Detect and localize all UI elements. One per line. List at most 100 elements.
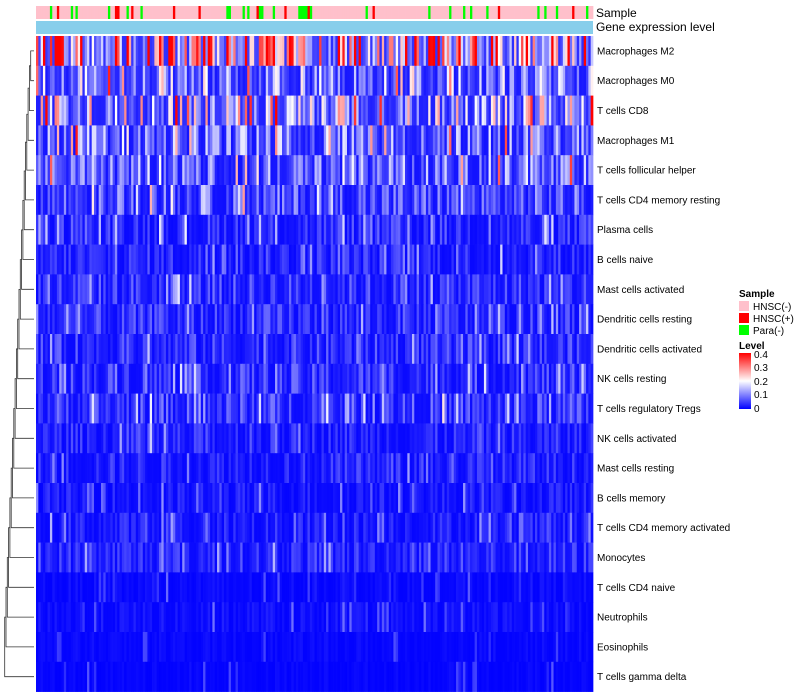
heatmap-cell xyxy=(328,542,332,573)
heatmap-cell xyxy=(68,65,72,96)
heatmap-cell xyxy=(226,244,229,275)
heatmap-cell xyxy=(511,512,515,543)
heatmap-cell xyxy=(534,423,538,454)
heatmap-cell xyxy=(263,36,267,67)
heatmap-cell xyxy=(70,483,74,514)
heatmap-cell xyxy=(474,334,478,365)
heatmap-cell xyxy=(504,393,508,424)
heatmap-cell xyxy=(94,423,97,454)
heatmap-cell xyxy=(247,214,250,245)
heatmap-cell xyxy=(374,453,378,484)
heatmap-cell xyxy=(481,423,485,454)
heatmap-cell xyxy=(193,423,197,454)
heatmap-cell xyxy=(421,542,424,573)
heatmap-cell xyxy=(302,214,306,245)
heatmap-cell xyxy=(333,602,336,633)
heatmap-cell xyxy=(539,334,543,365)
heatmap-cell xyxy=(567,483,571,514)
heatmap-cell xyxy=(340,423,343,454)
heatmap-cell xyxy=(230,304,234,335)
heatmap-cell xyxy=(184,304,188,335)
heatmap-cell xyxy=(576,423,580,454)
heatmap-cell xyxy=(307,363,311,394)
heatmap-cell xyxy=(235,185,239,216)
heatmap-cell xyxy=(233,65,236,96)
heatmap-cell xyxy=(567,423,571,454)
heatmap-cell xyxy=(210,214,213,245)
heatmap-cell xyxy=(284,155,287,186)
heatmap-cell xyxy=(509,542,513,573)
heatmap-cell xyxy=(100,542,104,573)
heatmap-cell xyxy=(388,36,392,67)
heatmap-cell xyxy=(384,483,387,514)
heatmap-cell xyxy=(514,185,517,216)
heatmap-cell xyxy=(544,393,547,424)
heatmap-cell xyxy=(398,65,401,96)
heatmap-cell xyxy=(532,125,536,156)
heatmap-cell xyxy=(165,423,169,454)
heatmap-cell xyxy=(574,125,578,156)
heatmap-cell xyxy=(534,542,538,573)
heatmap-cell xyxy=(103,95,106,126)
heatmap-cell xyxy=(142,155,146,186)
heatmap-cell xyxy=(107,65,111,96)
heatmap-cell xyxy=(316,572,320,603)
sample-annotation-cell xyxy=(476,6,480,19)
heatmap-cell xyxy=(230,453,234,484)
heatmap-cell xyxy=(374,304,378,335)
heatmap-cell xyxy=(504,483,508,514)
sample-annotation-cell xyxy=(244,6,248,19)
heatmap-cell xyxy=(583,334,587,365)
heatmap-cell xyxy=(80,363,83,394)
heatmap-cell xyxy=(119,155,123,186)
heatmap-cell xyxy=(282,363,285,394)
heatmap-cell xyxy=(442,363,445,394)
heatmap-cell xyxy=(539,155,543,186)
heatmap-cell xyxy=(530,512,534,543)
heatmap-cell xyxy=(442,95,445,126)
heatmap-cell xyxy=(502,483,506,514)
heatmap-cell xyxy=(432,304,436,335)
heatmap-cell xyxy=(321,572,325,603)
heatmap-cell xyxy=(351,244,355,275)
heatmap-cell xyxy=(154,125,158,156)
heatmap-cell xyxy=(442,274,445,305)
heatmap-cell xyxy=(514,304,517,335)
heatmap-cell xyxy=(379,274,383,305)
heatmap-cell xyxy=(565,453,568,484)
heatmap-cell xyxy=(110,423,113,454)
heatmap-cell xyxy=(553,393,557,424)
heatmap-cell xyxy=(189,363,192,394)
heatmap-cell xyxy=(217,244,220,275)
heatmap-cell xyxy=(228,512,232,543)
heatmap-cell xyxy=(87,125,90,156)
heatmap-cell xyxy=(205,572,209,603)
heatmap-cell xyxy=(117,393,120,424)
heatmap-cell xyxy=(186,244,190,275)
heatmap-cell xyxy=(263,95,267,126)
heatmap-cell xyxy=(98,542,102,573)
heatmap-cell xyxy=(532,512,536,543)
heatmap-cell xyxy=(460,274,464,305)
heatmap-cell xyxy=(425,572,429,603)
heatmap-cell xyxy=(275,65,278,96)
heatmap-cell xyxy=(261,304,264,335)
heatmap-cell xyxy=(145,214,148,245)
heatmap-cell xyxy=(302,125,306,156)
heatmap-cell xyxy=(465,304,469,335)
heatmap-cell xyxy=(159,244,162,275)
heatmap-cell xyxy=(205,512,209,543)
heatmap-cell xyxy=(541,483,545,514)
sample-annotation-cell xyxy=(103,6,106,19)
heatmap-cell xyxy=(558,542,561,573)
heatmap-cell xyxy=(73,214,76,245)
heatmap-cell xyxy=(576,453,580,484)
heatmap-cell xyxy=(175,65,178,96)
sample-annotation-cell xyxy=(456,6,459,19)
heatmap-cell xyxy=(474,244,478,275)
heatmap-cell xyxy=(249,36,253,67)
heatmap-cell xyxy=(182,125,185,156)
heatmap-cell xyxy=(319,304,322,335)
heatmap-cell xyxy=(98,304,102,335)
heatmap-cell xyxy=(272,65,276,96)
